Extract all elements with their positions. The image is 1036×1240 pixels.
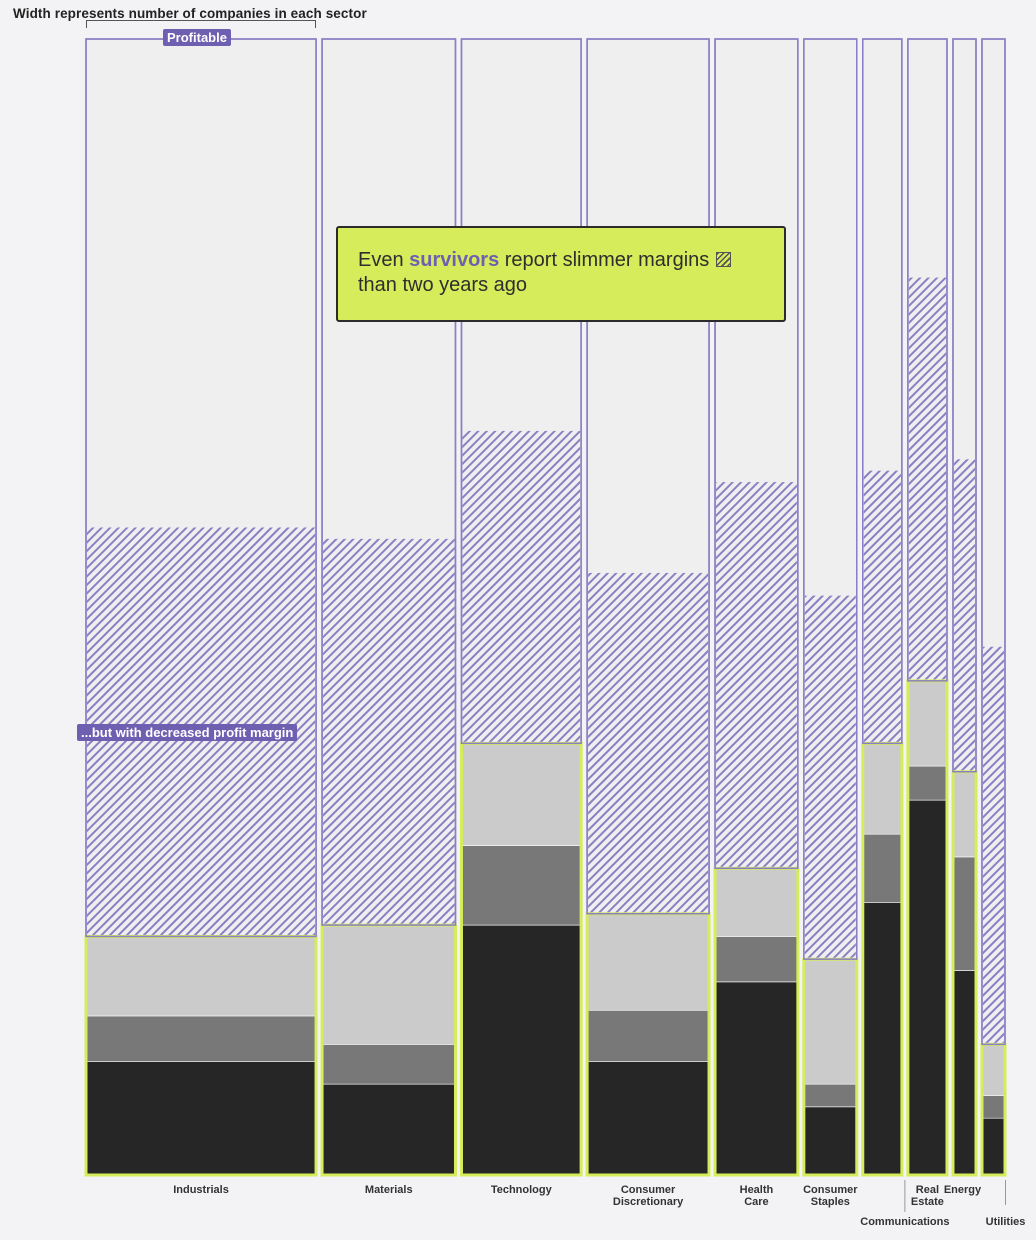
x-label-line: Estate	[911, 1196, 944, 1208]
width-bracket	[86, 20, 316, 28]
x-label-line: Industrials	[173, 1184, 229, 1196]
bar-outline-consumer-staples	[803, 38, 858, 960]
x-label-line: Care	[744, 1196, 768, 1208]
callout-box: Even survivors report slimmer margins th…	[336, 226, 786, 322]
bar-hatched-real-estate	[908, 277, 946, 680]
x-label-consumer-staples: Consumer Staples	[803, 1184, 858, 1208]
chart-heading: Width represents number of companies in …	[13, 6, 367, 21]
bar-seg-mid-communications	[862, 833, 903, 903]
x-label-health-care: Health Care	[740, 1184, 774, 1208]
bar-seg-light-materials	[321, 924, 456, 1045]
bar-outline-materials	[321, 38, 457, 926]
bar-seg-mid-energy	[952, 856, 977, 971]
x-label-real-estate: Real Estate	[911, 1184, 944, 1208]
x-label-line: Health	[740, 1184, 774, 1196]
bar-seg-light-industrials	[85, 936, 317, 1017]
x-label-technology: Technology	[491, 1184, 553, 1196]
bar-seg-light-communications	[862, 743, 903, 835]
bar-seg-mid-consumer-staples	[803, 1083, 858, 1108]
bar-outline-real-estate	[907, 38, 948, 682]
bar-seg-mid-utilities	[981, 1095, 1006, 1119]
x-label-materials: Materials	[365, 1184, 413, 1196]
bar-seg-light-consumer-discretionary	[586, 913, 710, 1011]
x-label-line: Real	[916, 1184, 939, 1196]
bar-seg-dark-real-estate	[907, 799, 948, 1176]
x-label-consumer-discretionary: Consumer Discretionary	[613, 1184, 684, 1208]
x-label-line: Consumer	[803, 1184, 858, 1196]
x-label-line: Consumer	[621, 1184, 676, 1196]
bar-outline-consumer-discretionary	[586, 38, 710, 915]
bar-seg-light-technology	[461, 743, 582, 846]
x-label-line: Utilities	[986, 1216, 1026, 1228]
x-label-line: Staples	[811, 1196, 850, 1208]
bar-seg-mid-materials	[321, 1044, 456, 1085]
decreased-margin-label: ...but with decreased profit margin	[77, 724, 298, 741]
bar-outline-technology	[460, 38, 582, 745]
bar-seg-light-consumer-staples	[803, 958, 858, 1085]
bar-seg-mid-health-care	[714, 936, 799, 983]
bar-seg-mid-industrials	[85, 1015, 317, 1062]
bar-seg-dark-communications	[862, 902, 903, 1176]
bar-hatched-utilities	[982, 646, 1004, 1043]
bar-seg-dark-energy	[952, 970, 977, 1176]
callout-line2: than two years ago	[358, 274, 527, 296]
bar-seg-dark-consumer-staples	[803, 1106, 858, 1176]
bar-seg-mid-technology	[461, 845, 582, 926]
bar-seg-dark-consumer-discretionary	[586, 1061, 710, 1176]
x-label-line: Energy	[944, 1184, 982, 1196]
bar-outline-utilities	[981, 38, 1006, 1046]
x-label-energy: Energy	[944, 1184, 982, 1196]
bar-seg-dark-health-care	[714, 981, 799, 1176]
bar-outline-health-care	[714, 38, 799, 870]
bar-outline-communications	[862, 38, 903, 745]
x-label-utilities: Utilities	[986, 1216, 1026, 1228]
bar-seg-dark-technology	[461, 924, 582, 1176]
bar-hatched-consumer-staples	[804, 595, 856, 958]
bar-seg-mid-consumer-discretionary	[586, 1009, 710, 1062]
bar-seg-dark-industrials	[85, 1061, 317, 1176]
x-label-line: Technology	[491, 1184, 553, 1196]
bar-seg-light-utilities	[981, 1044, 1006, 1096]
bar-hatched-energy	[953, 459, 975, 771]
callout-highlight: survivors	[409, 249, 500, 271]
callout-suffix: report slimmer margins	[499, 249, 710, 271]
bar-seg-light-health-care	[714, 867, 799, 937]
bar-seg-light-energy	[952, 771, 977, 858]
bar-hatched-consumer-discretionary	[588, 572, 709, 913]
bar-hatched-communications	[863, 470, 901, 742]
bar-hatched-health-care	[716, 482, 797, 867]
x-label-line: Communications	[860, 1216, 949, 1228]
hatch-swatch-icon	[716, 252, 732, 267]
bar-hatched-technology	[462, 430, 581, 742]
x-label-line: Materials	[365, 1184, 413, 1196]
x-label-communications: Communications	[860, 1216, 949, 1228]
bar-outline-energy	[952, 38, 977, 773]
bar-seg-light-real-estate	[907, 680, 948, 767]
bar-seg-dark-materials	[321, 1083, 456, 1176]
bar-hatched-materials	[323, 538, 455, 924]
profitable-label: Profitable	[163, 29, 231, 46]
x-label-industrials: Industrials	[173, 1184, 229, 1196]
x-label-line: Discretionary	[613, 1196, 684, 1208]
callout-prefix: Even	[358, 249, 410, 271]
bar-seg-dark-utilities	[981, 1117, 1006, 1176]
bar-seg-mid-real-estate	[907, 765, 948, 801]
